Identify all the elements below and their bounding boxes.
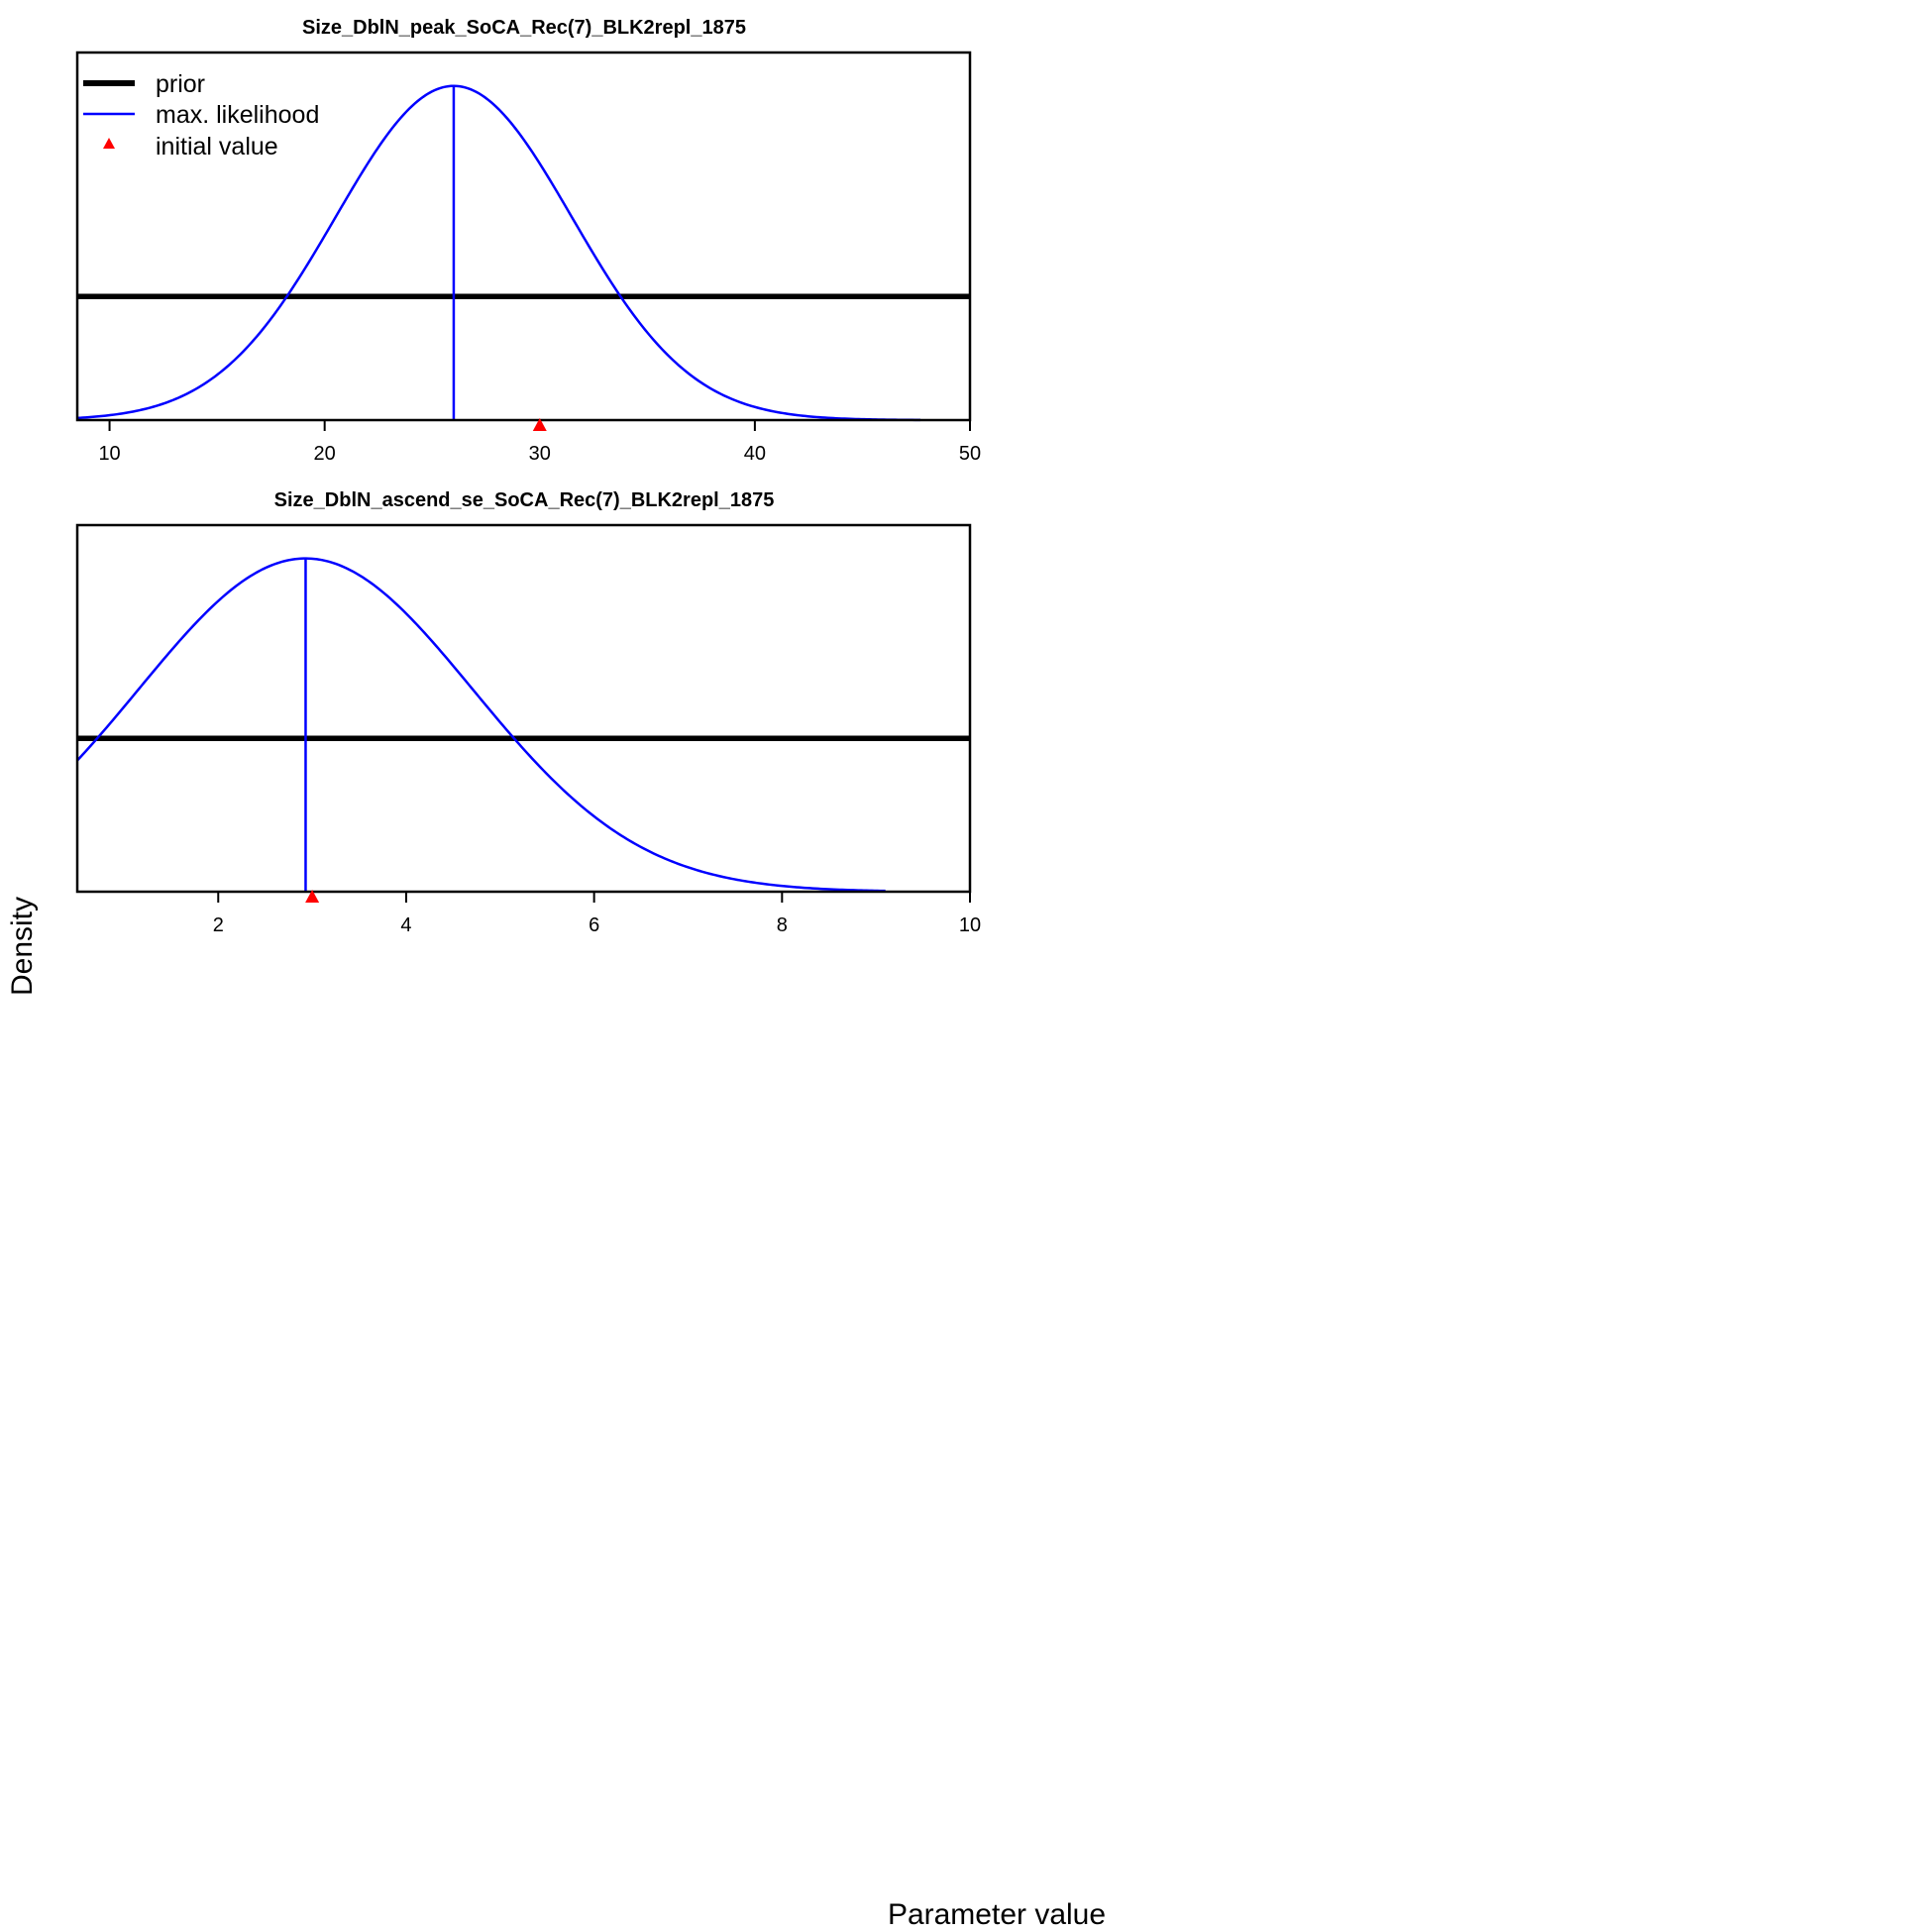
x-tick-label: 10	[98, 443, 120, 465]
legend: prior max. likelihood initial value	[83, 70, 319, 161]
legend-initial-value-marker	[103, 138, 115, 149]
x-tick-label: 30	[529, 443, 551, 465]
plot-frame	[75, 523, 972, 894]
panel-title: Size_DblN_ascend_se_SoCA_Rec(7)_BLK2repl…	[274, 489, 775, 511]
legend-max-likelihood-label: max. likelihood	[156, 101, 319, 129]
panel-ascend-se: Size_DblN_ascend_se_SoCA_Rec(7)_BLK2repl…	[75, 489, 981, 936]
x-tick-label: 50	[959, 443, 981, 465]
x-tick-label: 2	[213, 914, 224, 936]
x-tick-label: 6	[589, 914, 599, 936]
series-line-max-likelihood	[76, 557, 886, 893]
plot-frame	[75, 51, 972, 422]
x-tick-label: 8	[777, 914, 788, 936]
x-tick-label: 40	[744, 443, 766, 465]
x-tick-label: 4	[400, 914, 411, 936]
initial-value-marker	[305, 890, 320, 903]
legend-prior-label: prior	[156, 70, 205, 98]
x-tick-label: 10	[959, 914, 981, 936]
panel-peak: Size_DblN_peak_SoCA_Rec(7)_BLK2repl_1875…	[75, 17, 981, 465]
y-axis-title: Density	[6, 897, 39, 996]
series-line-max-likelihood	[76, 84, 921, 422]
legend-initial-value-label: initial value	[156, 133, 278, 161]
panel-title: Size_DblN_peak_SoCA_Rec(7)_BLK2repl_1875	[302, 17, 746, 39]
initial-value-marker	[532, 418, 547, 431]
x-axis-title: Parameter value	[888, 1898, 1106, 1931]
x-tick-label: 20	[314, 443, 336, 465]
